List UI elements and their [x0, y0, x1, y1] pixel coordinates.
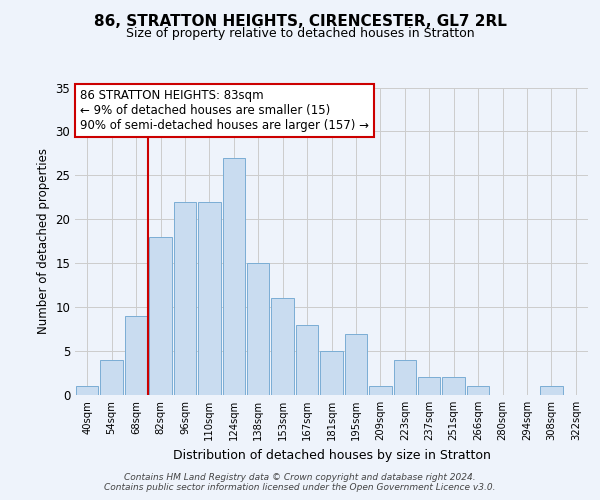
Bar — [247, 263, 269, 395]
X-axis label: Distribution of detached houses by size in Stratton: Distribution of detached houses by size … — [173, 448, 490, 462]
Text: 86, STRATTON HEIGHTS, CIRENCESTER, GL7 2RL: 86, STRATTON HEIGHTS, CIRENCESTER, GL7 2… — [94, 14, 506, 29]
Bar — [467, 386, 490, 395]
Bar — [173, 202, 196, 395]
Bar — [100, 360, 123, 395]
Text: Size of property relative to detached houses in Stratton: Size of property relative to detached ho… — [125, 27, 475, 40]
Bar — [540, 386, 563, 395]
Y-axis label: Number of detached properties: Number of detached properties — [37, 148, 50, 334]
Text: Contains HM Land Registry data © Crown copyright and database right 2024.
Contai: Contains HM Land Registry data © Crown c… — [104, 473, 496, 492]
Bar — [198, 202, 221, 395]
Bar — [442, 378, 465, 395]
Bar — [149, 237, 172, 395]
Bar — [320, 351, 343, 395]
Bar — [344, 334, 367, 395]
Bar — [369, 386, 392, 395]
Bar — [418, 378, 440, 395]
Bar — [223, 158, 245, 395]
Bar — [76, 386, 98, 395]
Bar — [296, 324, 319, 395]
Text: 86 STRATTON HEIGHTS: 83sqm
← 9% of detached houses are smaller (15)
90% of semi-: 86 STRATTON HEIGHTS: 83sqm ← 9% of detac… — [80, 89, 369, 132]
Bar — [394, 360, 416, 395]
Bar — [271, 298, 294, 395]
Bar — [125, 316, 148, 395]
